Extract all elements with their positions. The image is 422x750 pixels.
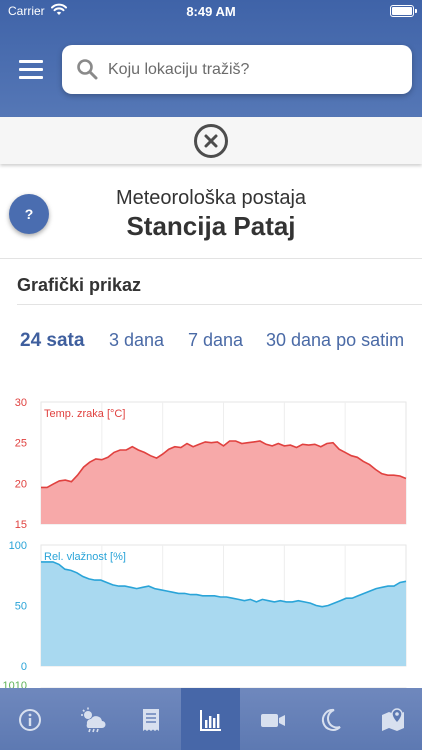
bottom-tab-bar (0, 688, 422, 750)
help-button[interactable]: ? (9, 194, 49, 234)
battery-icon (390, 5, 417, 17)
close-strip (0, 117, 422, 164)
humidity-series-label: Rel. vlažnost [%] (44, 551, 126, 563)
tab-night[interactable] (302, 688, 361, 750)
temperature-line (41, 440, 407, 489)
range-tab-7d[interactable]: 7 dana (188, 330, 244, 350)
app-header: Carrier 8:49 AM (0, 0, 422, 117)
range-tab-3d[interactable]: 3 dana (109, 330, 165, 350)
tab-report[interactable] (121, 688, 180, 750)
menu-bar-icon (19, 76, 43, 79)
humidity-tick-label: 0 (21, 661, 27, 673)
range-tab-24h[interactable]: 24 sata (20, 330, 85, 351)
tab-weather[interactable] (61, 688, 120, 750)
temperature-tick-label: 20 (15, 478, 27, 490)
bar-chart-icon (200, 710, 221, 731)
temperature-tick-label: 25 (15, 438, 27, 450)
video-camera-icon (261, 714, 285, 727)
info-icon (19, 709, 41, 731)
wifi-icon (51, 3, 67, 15)
search-icon (77, 59, 98, 80)
moon-icon (321, 708, 341, 731)
temperature-tick-label: 15 (15, 519, 27, 531)
receipt-list-icon (143, 709, 159, 731)
temperature-series-label: Temp. zraka [°C] (44, 408, 125, 420)
tab-info[interactable] (0, 688, 59, 750)
pressure-chart: 1010 (3, 680, 407, 688)
weather-charts: Temp. zraka [°C] 30 25 20 15 Rel. vlažno… (3, 397, 407, 688)
temperature-tick-label: 30 (15, 397, 27, 409)
temperature-area (41, 441, 406, 524)
tab-map[interactable] (363, 688, 422, 750)
section-title: Grafički prikaz (17, 275, 142, 295)
search-input[interactable] (108, 45, 398, 94)
humidity-chart: Rel. vlažnost [%] 100 50 0 (9, 540, 407, 673)
search-box[interactable] (62, 45, 412, 94)
station-subtitle: Meteorološka postaja (115, 187, 307, 209)
menu-bar-icon (19, 60, 43, 63)
close-icon (204, 134, 218, 148)
pressure-tick-label: 1010 (3, 680, 27, 688)
map-pin-icon (382, 708, 404, 731)
station-name: Stancija Pataj (126, 211, 296, 241)
divider (0, 258, 422, 259)
range-tabs: 24 sata 3 dana 7 dana 30 dana po satim (0, 326, 422, 358)
humidity-tick-label: 50 (15, 601, 27, 613)
status-bar: Carrier 8:49 AM (0, 0, 422, 24)
carrier-label: Carrier (8, 4, 45, 18)
divider (17, 304, 422, 305)
close-button[interactable] (194, 124, 228, 158)
menu-bar-icon (19, 68, 43, 71)
hamburger-menu-button[interactable] (14, 52, 48, 86)
tab-charts[interactable] (181, 688, 240, 750)
humidity-tick-label: 100 (9, 540, 27, 552)
weather-rain-icon (81, 707, 106, 733)
range-tab-30d[interactable]: 30 dana po satim (266, 330, 405, 350)
tab-camera[interactable] (242, 688, 301, 750)
humidity-line (41, 561, 407, 608)
status-time: 8:49 AM (186, 4, 236, 19)
temperature-chart: Temp. zraka [°C] 30 25 20 15 (15, 397, 407, 531)
